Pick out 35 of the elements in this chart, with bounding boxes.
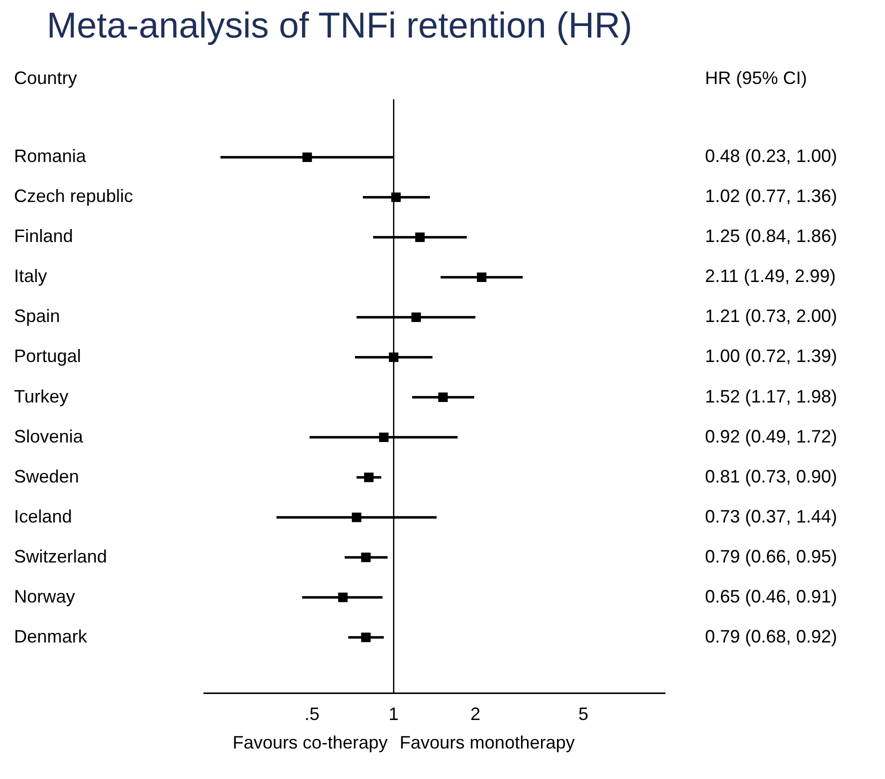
data-label: 1.02 (0.77, 1.36)	[705, 186, 838, 206]
x-tick-label: 1	[388, 704, 399, 724]
data-label: 0.73 (0.37, 1.44)	[705, 506, 838, 526]
data-label: 2.11 (1.49, 2.99)	[705, 266, 836, 286]
data-label: 1.21 (0.73, 2.00)	[705, 306, 838, 326]
y-tick-label: Denmark	[14, 626, 88, 646]
y-tick-label: Iceland	[14, 506, 72, 526]
text: Favours monotherapy	[400, 732, 575, 752]
y-tick-label: Sweden	[14, 466, 80, 486]
text: HR (95% CI)	[705, 68, 808, 88]
y-tick-label: Switzerland	[14, 546, 108, 566]
y-tick-label: Finland	[14, 226, 74, 246]
data-label: 0.79 (0.68, 0.92)	[705, 626, 838, 646]
y-tick-label: Romania	[14, 146, 88, 166]
data-label: 1.00 (0.72, 1.39)	[705, 346, 838, 366]
y-tick-label: Turkey	[14, 386, 68, 406]
y-tick-label: Italy	[14, 266, 48, 286]
x-tick-label: 5	[578, 704, 588, 724]
y-tick-label: Slovenia	[14, 426, 84, 446]
data-label: 0.81 (0.73, 0.90)	[705, 466, 838, 486]
text: Country	[14, 68, 78, 88]
data-label: 0.65 (0.46, 0.91)	[705, 586, 838, 606]
x-tick-label: 2	[470, 704, 480, 724]
y-tick-label: Portugal	[14, 346, 82, 366]
data-label: 1.25 (0.84, 1.86)	[705, 226, 838, 246]
data-label: 0.79 (0.66, 0.95)	[705, 546, 838, 566]
data-label: 0.92 (0.49, 1.72)	[705, 426, 838, 446]
data-label: 0.48 (0.23, 1.00)	[705, 146, 838, 166]
data-label: 1.52 (1.17, 1.98)	[705, 386, 838, 406]
x-tick-label: .5	[304, 704, 320, 724]
text: Favours co-therapy	[232, 732, 388, 752]
chart-title: Meta-analysis of TNFi retention (HR)	[46, 4, 632, 46]
y-tick-label: Norway	[14, 586, 76, 606]
y-tick-label: Spain	[14, 306, 60, 326]
y-tick-label: Czech republic	[14, 186, 134, 206]
